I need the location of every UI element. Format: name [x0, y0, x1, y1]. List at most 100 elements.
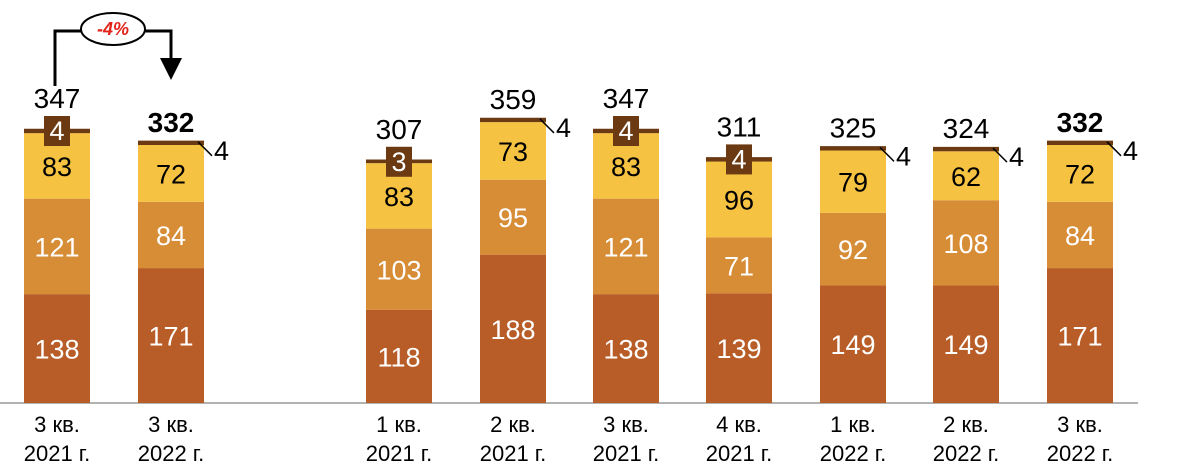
timeline-bar-4-category-line2: 2021 г. — [706, 441, 773, 466]
timeline-bar-4-seg-2 — [706, 237, 772, 294]
timeline-bar-4-seg-1 — [706, 293, 772, 403]
timeline-bar-7-seg-2 — [1047, 201, 1113, 269]
timeline-bar-3-seg-2 — [593, 198, 659, 295]
timeline-bar-2-seg-4 — [480, 118, 546, 123]
timeline-bar-3-seg-3-label: 83 — [611, 152, 641, 182]
timeline-bar-5-total: 325 — [830, 112, 877, 143]
timeline-bar-6-seg-3-label: 62 — [951, 162, 981, 192]
delta-arrow-head — [160, 58, 182, 80]
timeline-bar-1-total: 307 — [376, 114, 423, 145]
comparison-bar-1-seg-2-label: 121 — [34, 232, 79, 262]
timeline-bar-6-seg-1 — [933, 285, 999, 403]
timeline-bar-4-seg-4-box — [726, 144, 752, 175]
timeline-bar-6-seg-4 — [933, 148, 999, 152]
comparison-bar-2-total: 332 — [148, 107, 195, 138]
timeline-bar-2-total: 359 — [490, 84, 537, 115]
timeline-bar-1-category-line1: 1 кв. — [376, 412, 422, 437]
timeline-bar-2-category-line2: 2021 г. — [480, 441, 547, 466]
timeline-bar-3-seg-1-label: 138 — [603, 335, 648, 365]
comparison-bar-1-total: 347 — [34, 83, 81, 114]
timeline-bar-7-seg-1-label: 171 — [1057, 322, 1102, 352]
timeline-bar-5-seg-2 — [820, 212, 886, 286]
timeline-bar-5-category-line1: 1 кв. — [830, 412, 876, 437]
timeline-bar-4-total: 311 — [717, 111, 762, 142]
comparison-bar-1-seg-1-label: 138 — [34, 335, 79, 365]
timeline-bar-6-seg-2 — [933, 200, 999, 286]
timeline-bar-2-category-line1: 2 кв. — [490, 412, 536, 437]
timeline-bar-1-seg-1-label: 118 — [377, 342, 420, 372]
bars-group: 138 121 83 4 347 3 кв. 2021 г. 171 84 72 4 332 3 кв.… — [24, 83, 1138, 466]
timeline-bar-4-seg-4-label: 4 — [731, 144, 746, 174]
comparison-bar-1-category-line2: 2021 г. — [24, 441, 91, 466]
timeline-bar-3-category-line1: 3 кв. — [603, 412, 649, 437]
comparison-bar-2-seg-4-leader — [197, 141, 213, 157]
timeline-bar-3-seg-1 — [593, 294, 659, 403]
timeline-bar-1-seg-4-box — [386, 146, 412, 177]
timeline-bar-4-seg-3-label: 96 — [724, 185, 754, 215]
timeline-bar-2-seg-4-leader — [539, 118, 555, 134]
timeline-bar-5-seg-2-label: 92 — [838, 235, 868, 265]
timeline-bar-6-category-line2: 2022 г. — [933, 441, 1000, 466]
timeline-bar-1-seg-2 — [366, 228, 432, 310]
timeline-bar-2-seg-3-label: 73 — [498, 137, 528, 167]
comparison-bar-2-seg-1-label: 171 — [148, 322, 193, 352]
timeline-bar-1-category-line2: 2021 г. — [366, 441, 433, 466]
delta-annotation: -4% — [53, 12, 182, 86]
timeline-bar-7-seg-3 — [1047, 144, 1113, 202]
timeline-bar-3-seg-4-label: 4 — [618, 116, 633, 146]
timeline-bar-6-seg-3 — [933, 151, 999, 201]
comparison-bar-2-category-line1: 3 кв. — [148, 412, 194, 437]
timeline-bar-3-seg-4-box — [613, 116, 639, 147]
timeline-bar-6-category-line1: 2 кв. — [943, 412, 989, 437]
comparison-bar-1-seg-2 — [24, 198, 90, 295]
timeline-bar-1-seg-2-label: 103 — [376, 255, 421, 285]
timeline-bar-2-seg-4-label: 4 — [556, 113, 571, 143]
delta-label: -4% — [97, 19, 129, 39]
timeline-bar-5-seg-3-label: 79 — [838, 168, 868, 198]
timeline-bar-5-seg-4 — [820, 147, 886, 151]
timeline-bar-2-seg-3 — [480, 122, 546, 180]
timeline-bar-6-total: 324 — [943, 113, 990, 144]
comparison-bar-2-seg-3-label: 72 — [156, 159, 186, 189]
timeline-bar-2-seg-1 — [480, 254, 546, 403]
timeline-bar-1-seg-1 — [366, 309, 432, 403]
delta-bubble — [80, 12, 146, 46]
timeline-bar-7-seg-4 — [1047, 141, 1113, 145]
timeline-bar-5-seg-4-label: 4 — [896, 141, 911, 171]
comparison-bar-1-seg-3-label: 83 — [42, 152, 72, 182]
timeline-bar-7-category-line2: 2022 г. — [1047, 441, 1114, 466]
timeline-bar-6-seg-1-label: 149 — [943, 330, 988, 360]
timeline-bar-5-seg-1-label: 149 — [830, 330, 875, 360]
comparison-bar-2-seg-1 — [138, 268, 204, 403]
timeline-bar-7-seg-2-label: 84 — [1065, 221, 1095, 251]
timeline-bar-6-seg-2-label: 108 — [943, 229, 988, 259]
timeline-bar-7-category-line1: 3 кв. — [1057, 412, 1103, 437]
timeline-bar-7-seg-1 — [1047, 268, 1113, 403]
timeline-bar-3-category-line2: 2021 г. — [593, 441, 660, 466]
timeline-bar-4-seg-1-label: 139 — [716, 334, 761, 364]
timeline-bar-2-seg-2 — [480, 179, 546, 255]
timeline-bar-3-seg-2-label: 121 — [603, 232, 648, 262]
timeline-bar-6-seg-4-label: 4 — [1009, 142, 1024, 172]
timeline-bar-7-seg-4-label: 4 — [1123, 136, 1138, 166]
timeline-bar-5-seg-1 — [820, 285, 886, 403]
timeline-bar-4-seg-2-label: 71 — [724, 251, 754, 281]
timeline-bar-2-seg-2-label: 95 — [498, 203, 528, 233]
timeline-bar-5-seg-3 — [820, 150, 886, 213]
timeline-bar-1-seg-3-label: 83 — [384, 182, 414, 212]
timeline-bar-7-seg-4-leader — [1106, 141, 1122, 157]
comparison-bar-2-seg-2 — [138, 201, 204, 269]
timeline-bar-7-total: 332 — [1057, 107, 1104, 138]
comparison-bar-2-category-line2: 2022 г. — [138, 441, 205, 466]
timeline-bar-1-seg-4-label: 3 — [391, 147, 406, 177]
comparison-bar-1-category-line1: 3 кв. — [34, 412, 80, 437]
comparison-bar-2-seg-2-label: 84 — [156, 221, 186, 251]
comparison-bar-1-seg-1 — [24, 294, 90, 403]
timeline-bar-5-category-line2: 2022 г. — [820, 441, 887, 466]
timeline-bar-6-seg-4-leader — [992, 147, 1008, 163]
comparison-bar-2-seg-3 — [138, 144, 204, 202]
comparison-bar-2-seg-4-label: 4 — [214, 136, 229, 166]
comparison-bar-2-seg-4 — [138, 141, 204, 145]
